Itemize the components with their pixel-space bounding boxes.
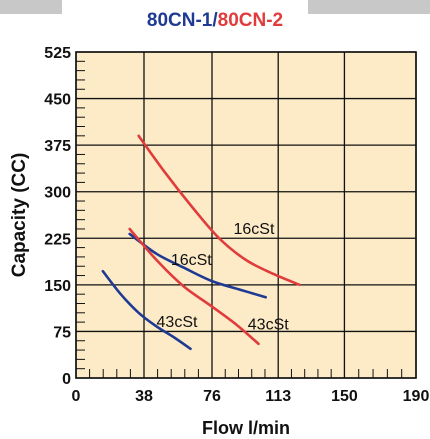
y-tick-label-3: 225 [44,231,71,248]
plot-frame [75,51,417,379]
series-1-curve-16cSt [137,134,301,287]
x-tick-label-5: 190 [403,388,430,405]
decorative-band-right [308,0,430,14]
series-1-curve-43cSt [128,227,260,346]
x-tick-label-2: 76 [203,388,221,405]
title-part1: 80CN-1 [146,10,213,31]
y-tick-label-0: 0 [62,371,71,388]
series-0-curve-43cSt [101,269,192,351]
curve-annotation-3: 43cSt [248,317,289,334]
title-part2: 80CN-2 [217,10,284,31]
y-tick-label-2: 150 [44,278,71,295]
curve-annotation-1: 16cSt [171,252,212,269]
title-separator: / [212,10,218,31]
curve-annotation-0: 16cSt [233,221,274,238]
y-tick-label-6: 450 [44,92,71,109]
x-axis-label: Flow l/min [202,418,290,438]
x-tick-label-1: 38 [135,388,153,405]
y-tick-label-7: 525 [44,45,71,62]
decorative-band-left [0,0,62,14]
y-tick-label-5: 375 [44,138,71,155]
series-0-curve-16cSt [128,232,267,299]
x-tick-label-4: 150 [331,388,358,405]
y-axis-label: Capacity (CC) [9,153,30,278]
x-tick-label-3: 113 [265,388,291,405]
curve-annotation-2: 43cSt [157,314,198,331]
plot-area [76,52,416,378]
x-tick-label-0: 0 [72,388,81,405]
chart-title: 80CN-1/80CN-2 [0,10,430,32]
y-tick-label-4: 300 [44,185,71,202]
y-tick-label-1: 75 [53,324,71,341]
